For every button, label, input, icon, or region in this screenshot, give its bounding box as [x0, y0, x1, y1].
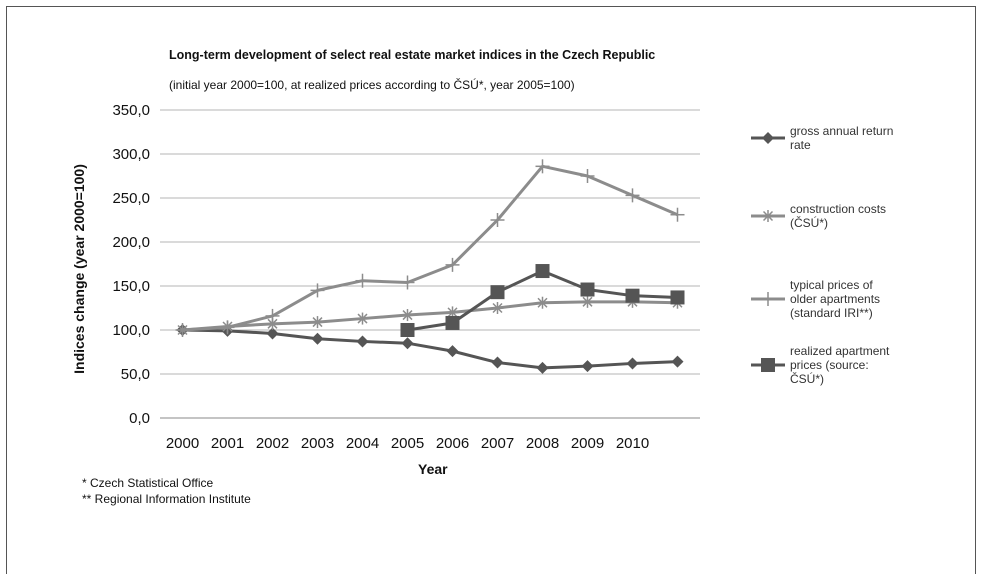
legend-label: construction costs (ČSÚ*) — [790, 202, 886, 230]
legend-swatch-marker — [761, 292, 775, 306]
legend-item-0: gross annual return rate — [751, 124, 893, 152]
series-line — [182, 164, 679, 332]
legend-label: gross annual return rate — [790, 124, 893, 152]
y-tick-label: 350,0 — [112, 102, 150, 119]
data-point — [625, 188, 640, 203]
x-tick-label: 2003 — [301, 435, 334, 452]
data-point — [580, 282, 595, 297]
data-point — [311, 332, 324, 345]
x-tick-label: 2001 — [211, 435, 244, 452]
x-axis-title: Year — [418, 461, 448, 477]
data-point — [400, 275, 415, 290]
data-point — [266, 327, 279, 340]
legend-swatch-marker — [762, 132, 774, 144]
y-tick-label: 50,0 — [121, 366, 150, 383]
legend-swatch-marker — [762, 210, 774, 222]
legend-item-2: typical prices of older apartments (standa… — [751, 278, 880, 320]
data-point — [580, 169, 595, 183]
data-point — [626, 357, 639, 370]
y-tick-label: 200,0 — [112, 234, 150, 251]
footnote-regional-information-institute: ** Regional Information Institute — [82, 492, 251, 506]
data-point — [535, 159, 550, 174]
data-point — [400, 323, 415, 337]
data-point — [401, 309, 414, 322]
data-point — [220, 320, 235, 335]
x-tick-label: 2010 — [616, 435, 649, 452]
data-point — [625, 288, 640, 303]
y-axis-title: Indices change (year 2000=100) — [71, 164, 87, 374]
x-tick-label: 2006 — [436, 435, 469, 452]
legend: gross annual return rate construction cost… — [751, 124, 893, 386]
y-tick-label: 300,0 — [112, 146, 150, 163]
y-tick-label: 0,0 — [129, 410, 150, 427]
data-point — [490, 285, 505, 300]
y-tick-label: 150,0 — [112, 278, 150, 295]
legend-item-3: realized apartment prices (source: ČSÚ*) — [751, 344, 890, 386]
gridlines — [160, 109, 700, 419]
x-tick-label: 2007 — [481, 435, 514, 452]
data-point — [535, 264, 550, 279]
data-point — [671, 355, 684, 368]
series-3 — [400, 264, 685, 337]
x-tick-label: 2008 — [526, 435, 559, 452]
data-point — [670, 290, 685, 305]
data-point — [355, 273, 370, 288]
x-tick-label: 2004 — [346, 435, 379, 452]
x-tick-label: 2002 — [256, 435, 289, 452]
data-point — [491, 302, 504, 314]
data-point — [670, 207, 685, 222]
y-tick-label: 250,0 — [112, 190, 150, 207]
data-point — [581, 360, 594, 373]
data-point — [265, 308, 280, 323]
data-point — [310, 283, 325, 298]
data-point — [401, 337, 414, 350]
data-point — [445, 257, 460, 272]
y-tick-labels: 0,0 50,0 100,0 150,0 200,0 250,0 300,0 350,0 — [112, 102, 150, 427]
legend-label: typical prices of older apartments (standa… — [790, 278, 880, 320]
series-line — [182, 300, 678, 332]
footnote-czech-statistical-office: * Czech Statistical Office — [82, 476, 214, 490]
series-0 — [176, 324, 684, 374]
y-tick-label: 100,0 — [112, 322, 150, 339]
data-point — [175, 323, 190, 337]
x-tick-label: 2005 — [391, 435, 424, 452]
series-line — [182, 328, 678, 370]
series-2 — [175, 159, 685, 337]
series-lines — [175, 159, 685, 374]
x-tick-labels: 2000 2001 2002 2003 2004 2005 2006 2007 2008 2009… — [166, 435, 649, 452]
data-point — [536, 296, 549, 309]
data-point — [445, 315, 460, 330]
data-point — [356, 335, 369, 348]
data-point — [490, 213, 505, 227]
data-point — [581, 295, 594, 308]
chart-title: Long-term development of select real est… — [169, 48, 656, 62]
legend-item-1: construction costs (ČSÚ*) — [751, 202, 886, 230]
legend-swatch-marker — [761, 358, 775, 372]
data-point — [356, 312, 369, 325]
data-point — [311, 316, 324, 329]
data-point — [491, 356, 504, 369]
figure-frame — [6, 6, 976, 574]
data-point — [536, 361, 549, 374]
data-point — [446, 345, 459, 358]
chart-subtitle: (initial year 2000=100, at realized pric… — [169, 78, 575, 92]
legend-label: realized apartment prices (source: ČSÚ*) — [790, 344, 890, 386]
x-tick-label: 2000 — [166, 435, 199, 452]
x-tick-label: 2009 — [571, 435, 604, 452]
